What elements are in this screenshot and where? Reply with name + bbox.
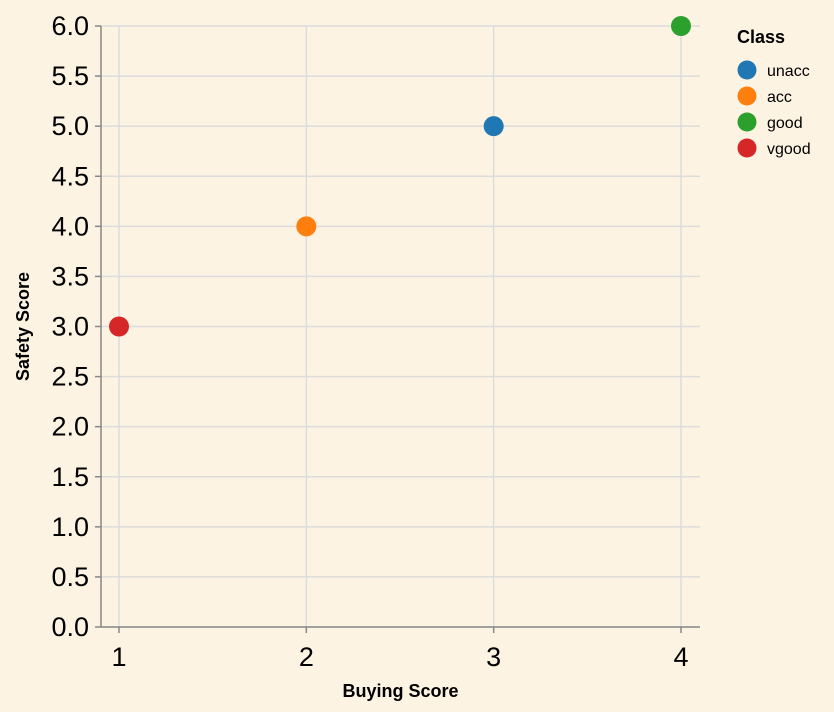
y-tick-label: 5.0	[51, 111, 89, 141]
y-tick-label: 2.5	[51, 362, 89, 392]
data-point-good	[671, 16, 691, 36]
y-tick-label: 0.0	[51, 612, 89, 642]
y-tick-label: 2.0	[51, 412, 89, 442]
legend-title: Class	[737, 27, 785, 47]
legend: Class unacc acc good vgood	[737, 27, 811, 158]
legend-label-good: good	[767, 115, 803, 132]
y-tick-label: 4.0	[51, 211, 89, 241]
x-tick-label: 3	[486, 642, 501, 672]
legend-label-acc: acc	[767, 89, 792, 106]
data-points	[109, 16, 691, 337]
y-tick-label: 3.0	[51, 312, 89, 342]
y-tick-labels: 0.0 0.5 1.0 1.5 2.0 2.5 3.0 3.5 4.0 4.5 5.0 5.5 6.0	[51, 11, 101, 642]
legend-swatch-unacc	[737, 60, 757, 80]
x-axis-title: Buying Score	[342, 681, 458, 701]
legend-swatch-good	[737, 112, 757, 132]
y-tick-label: 1.5	[51, 462, 89, 492]
y-tick-label: 4.5	[51, 161, 89, 191]
legend-swatch-acc	[737, 86, 757, 106]
x-tick-label: 1	[111, 642, 126, 672]
y-tick-label: 1.0	[51, 512, 89, 542]
y-axis-title: Safety Score	[13, 272, 33, 381]
y-tick-label: 0.5	[51, 562, 89, 592]
legend-label-vgood: vgood	[767, 141, 811, 158]
x-tick-label: 4	[673, 642, 688, 672]
y-tick-label: 5.5	[51, 61, 89, 91]
x-tick-labels: 1 2 3 4	[111, 627, 689, 672]
legend-label-unacc: unacc	[767, 63, 810, 80]
x-tick-label: 2	[299, 642, 314, 672]
data-point-unacc	[483, 116, 504, 137]
gridlines	[101, 25, 700, 628]
y-tick-label: 6.0	[51, 11, 89, 41]
y-tick-label: 3.5	[51, 261, 89, 291]
data-point-acc	[296, 216, 317, 237]
data-point-vgood	[109, 316, 129, 337]
legend-swatch-vgood	[737, 138, 757, 158]
